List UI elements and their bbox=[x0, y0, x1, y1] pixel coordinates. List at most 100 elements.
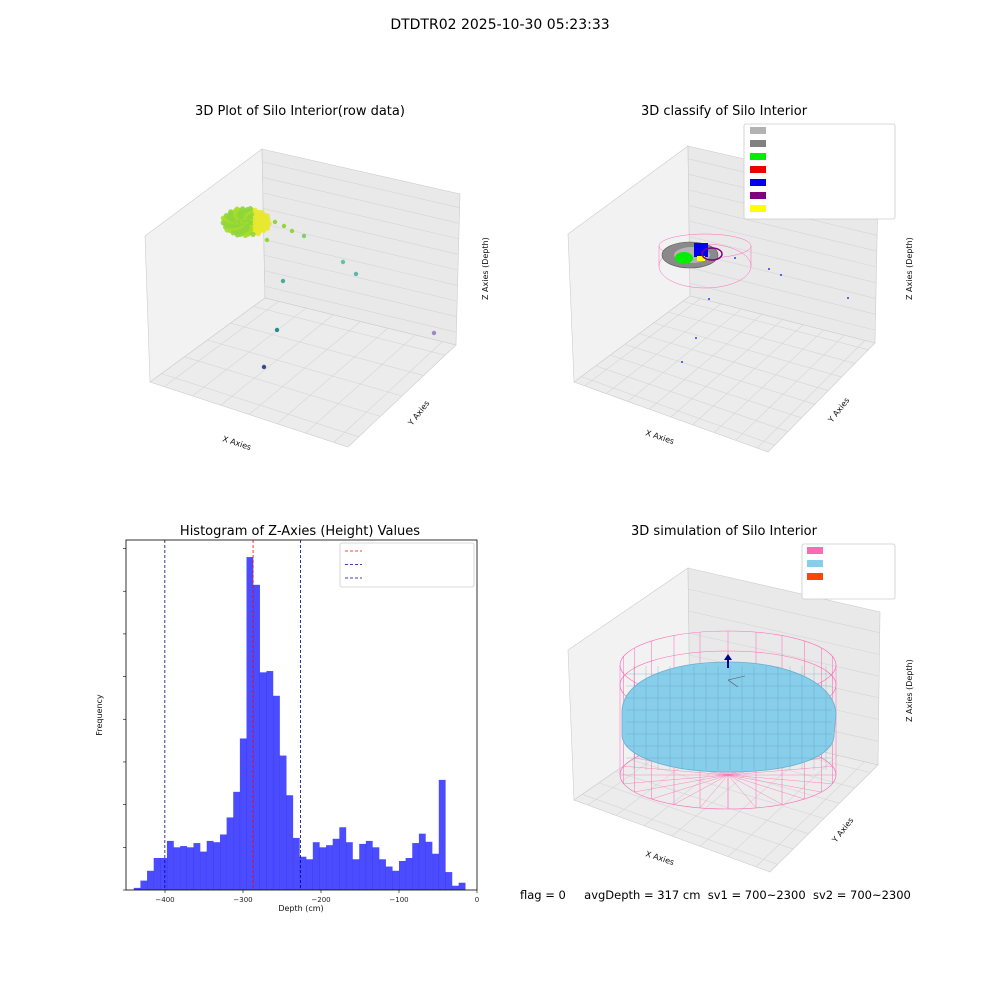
panel-4-legend bbox=[801, 543, 896, 600]
histogram-bar bbox=[385, 866, 393, 890]
histogram-bar bbox=[399, 860, 406, 890]
raw-data-point bbox=[266, 220, 272, 227]
panel-4-plot: X Axies Y Axies Z Axies (Depth) bbox=[567, 543, 914, 873]
silo-spoke bbox=[623, 766, 729, 776]
avg-depth-text: avgDepth = 317 cm bbox=[584, 888, 701, 902]
y-grid-line bbox=[624, 344, 815, 405]
panel-1-zlabel: Z Axies (Depth) bbox=[481, 237, 490, 300]
panel-1-title: 3D Plot of Silo Interior(row data) bbox=[195, 104, 405, 119]
silo-spoke bbox=[651, 774, 729, 800]
panel-1-ylabel: Y Axies bbox=[406, 399, 432, 428]
x-grid-line bbox=[584, 298, 701, 387]
histogram-bar bbox=[219, 834, 227, 890]
histogram-bar bbox=[458, 882, 466, 890]
histogram-bar bbox=[339, 827, 347, 890]
z-grid-line bbox=[688, 610, 880, 655]
z-grid-line bbox=[262, 161, 460, 209]
raw-data-point bbox=[240, 206, 246, 212]
x-tick-label: 0 bbox=[475, 896, 479, 904]
silo-spoke bbox=[623, 774, 729, 784]
x-grid-line bbox=[692, 324, 804, 426]
legend-swatch bbox=[807, 573, 823, 580]
z-grid-line bbox=[264, 285, 457, 333]
noise-point bbox=[734, 257, 736, 259]
y-grid-line bbox=[595, 365, 789, 432]
histogram-bar bbox=[200, 851, 207, 890]
legend-swatch bbox=[750, 205, 766, 212]
x-tick-label: −300 bbox=[233, 896, 252, 904]
legend-swatch bbox=[750, 140, 766, 147]
histogram-bar bbox=[352, 859, 360, 890]
histogram-bar bbox=[345, 842, 353, 890]
raw-data-point bbox=[220, 215, 226, 221]
histogram-bar bbox=[166, 840, 174, 890]
histogram-bar bbox=[246, 557, 254, 890]
y-grid-line bbox=[653, 322, 842, 378]
histogram-bar bbox=[233, 791, 241, 890]
panel-1-xlabel: X Axies bbox=[221, 434, 252, 452]
raw-data-point bbox=[234, 206, 240, 212]
panel-3-plot: −400 −300 −200 −100 0 Depth (cm) Frequency bbox=[95, 539, 479, 913]
raw-data-point bbox=[264, 237, 270, 243]
y-grid-line bbox=[184, 356, 381, 417]
status-footer: flag = 0 avgDepth = 317 cm sv1 = 700~230… bbox=[520, 888, 911, 902]
x-grid-line bbox=[649, 314, 763, 410]
z-grid-line bbox=[689, 251, 876, 299]
noise-point bbox=[681, 361, 683, 363]
silo-spoke bbox=[727, 766, 833, 776]
histogram-bar bbox=[372, 847, 380, 890]
histogram-bar bbox=[418, 833, 426, 890]
histogram-bar bbox=[359, 843, 367, 890]
raw-data-point bbox=[261, 227, 267, 233]
raw-data-point bbox=[252, 207, 258, 213]
panel-2-xlabel: X Axies bbox=[644, 428, 675, 446]
histogram-bar bbox=[193, 843, 201, 890]
y-grid-line bbox=[207, 339, 403, 397]
panel-3-legend bbox=[339, 542, 475, 588]
histogram-bar bbox=[273, 695, 280, 890]
raw-data-point bbox=[255, 231, 261, 237]
panel-2-ylabel: Y Axies bbox=[826, 396, 852, 425]
x-grid-line bbox=[627, 308, 742, 402]
histogram-bar bbox=[160, 857, 168, 890]
raw-data-point bbox=[250, 231, 256, 237]
y-grid-line bbox=[581, 376, 775, 446]
y-grid-line bbox=[253, 306, 446, 356]
raw-data-point bbox=[247, 206, 254, 212]
z-grid-line bbox=[263, 223, 459, 271]
z-grid-line bbox=[689, 236, 877, 284]
histogram-bar bbox=[133, 887, 141, 890]
x-tick-label: −200 bbox=[311, 896, 330, 904]
noise-point bbox=[768, 268, 770, 270]
legend-swatch bbox=[750, 179, 766, 186]
silo-spoke bbox=[727, 774, 757, 808]
raw-data-point bbox=[261, 364, 267, 370]
y-grid-line bbox=[610, 354, 802, 419]
raw-data-point bbox=[264, 213, 270, 219]
panel-4-xlabel: X Axies bbox=[644, 849, 675, 867]
z-grid-line bbox=[262, 177, 460, 224]
silo-spoke bbox=[727, 774, 805, 800]
panel-4-zlabel: Z Axies (Depth) bbox=[905, 659, 914, 722]
histogram-bar bbox=[286, 795, 294, 890]
histogram-bar bbox=[445, 872, 453, 890]
classified-silo-cluster bbox=[658, 233, 752, 289]
histogram-bar bbox=[326, 845, 333, 890]
y-grid-line bbox=[668, 311, 856, 364]
legend-swatch bbox=[807, 547, 823, 554]
noise-point bbox=[708, 298, 710, 300]
panel-2-plot: X Axies Y Axies Z Axies (Depth) bbox=[567, 123, 914, 453]
sv2-text: sv2 = 700~2300 bbox=[812, 888, 911, 902]
legend-swatch bbox=[750, 166, 766, 173]
raw-data-point bbox=[228, 209, 234, 215]
z-grid-line bbox=[264, 270, 457, 317]
noise-point bbox=[695, 337, 697, 339]
histogram-bar bbox=[405, 857, 413, 890]
z-grid-line bbox=[688, 632, 880, 677]
histogram-bar bbox=[153, 857, 161, 890]
raw-data-point bbox=[224, 227, 230, 233]
histogram-bar bbox=[140, 880, 148, 890]
histogram-bar bbox=[306, 859, 314, 890]
histogram-bar bbox=[173, 847, 181, 890]
x-grid-line bbox=[606, 303, 722, 394]
